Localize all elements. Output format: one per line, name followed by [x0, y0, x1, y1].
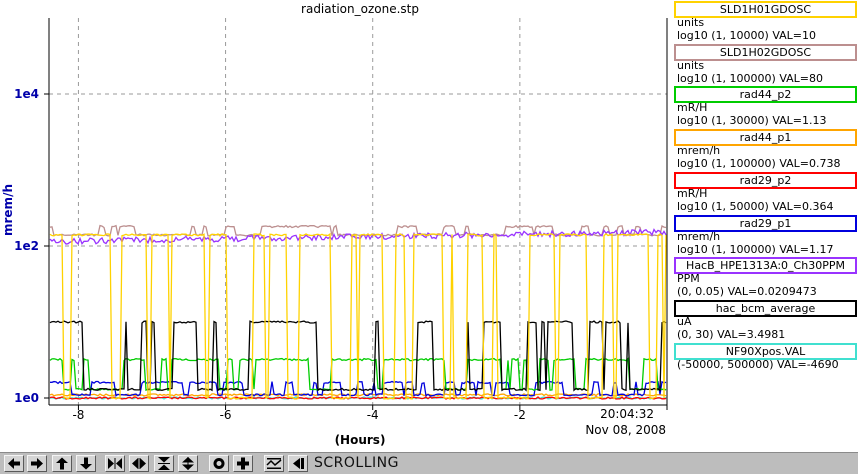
auto-scale-button[interactable]: [264, 455, 284, 472]
legend-signal-units: mrem/h: [677, 229, 721, 243]
current-date-label: Nov 08, 2008: [585, 423, 666, 437]
legend-signal-range: log10 (1, 30000) VAL=1.13: [677, 114, 827, 128]
zoom-in-y-button[interactable]: [154, 455, 174, 472]
legend-signal-units: PPM: [677, 272, 700, 286]
legend-signal-name[interactable]: rad44_p2: [674, 86, 857, 104]
y-axis-label: mrem/h: [1, 184, 15, 236]
legend-signal-name[interactable]: hac_bcm_average: [674, 299, 857, 317]
legend-signal-name[interactable]: HacB_HPE1313A:0_Ch30PPM: [674, 257, 857, 275]
record-icon: [213, 458, 225, 469]
legend-signal-units: units: [677, 58, 705, 72]
zoom-in-x-icon: [108, 458, 122, 469]
strip-chart[interactable]: 1e0 1e2 1e4 -8 -6 -4 -2 radiation_ozone.stp mr…: [0, 0, 670, 452]
legend-signal-range: log10 (1, 100000) VAL=80: [677, 71, 824, 85]
y-tick-label: 1e0: [14, 391, 39, 405]
y-tick-label: 1e4: [14, 87, 39, 101]
legend-signal-range: log10 (1, 10000) VAL=10: [677, 29, 817, 42]
x-tick-label: -4: [367, 408, 379, 422]
arrow-right-icon: [31, 458, 43, 469]
legend-entry[interactable]: rad44_p2 mR/H log10 (1, 30000) VAL=1.13: [670, 85, 858, 135]
legend-entry[interactable]: SLD1H02GDOSC units log10 (1, 100000) VAL=8…: [670, 43, 858, 93]
zoom-in-x-button[interactable]: [105, 455, 125, 472]
legend-entry[interactable]: hac_bcm_average uA (0, 30) VAL=3.4981: [670, 299, 858, 349]
arrow-left-icon: [8, 458, 20, 469]
legend-signal-range: (0, 30) VAL=3.4981: [677, 327, 786, 341]
zoom-out-x-icon: [132, 458, 146, 469]
legend-signal-range: log10 (1, 50000) VAL=0.364: [677, 199, 834, 213]
record-button[interactable]: [209, 455, 229, 472]
legend-signal-range: log10 (1, 100000) VAL=1.17: [677, 242, 834, 256]
legend-signal-name[interactable]: SLD1H02GDOSC: [674, 43, 857, 61]
scroll-right-button[interactable]: [27, 455, 47, 472]
toolbar: SCROLLING: [0, 452, 858, 474]
zoom-out-x-button[interactable]: [129, 455, 149, 472]
chart-title: radiation_ozone.stp: [301, 2, 419, 16]
scroll-up-button[interactable]: [52, 455, 72, 472]
legend-entry[interactable]: SLD1H01GDOSC units log10 (1, 10000) VAL=10: [670, 0, 858, 50]
x-tick-label: -2: [514, 408, 526, 422]
y-tick-label: 1e2: [14, 239, 39, 253]
legend-signal-units: units: [677, 16, 705, 29]
auto-scale-icon: [266, 458, 282, 469]
legend-signal-range: log10 (1, 100000) VAL=0.738: [677, 157, 841, 171]
x-tick-label: -8: [72, 408, 84, 422]
legend-signal-range: (-50000, 500000) VAL=-4690: [677, 357, 839, 371]
status-text: SCROLLING: [314, 455, 399, 471]
legend-entry[interactable]: rad29_p1 mrem/h log10 (1, 100000) VAL=1.17: [670, 214, 858, 264]
legend-signal-name[interactable]: rad29_p1: [674, 214, 857, 232]
legend-entry[interactable]: rad44_p1 mrem/h log10 (1, 100000) VAL=0.73…: [670, 128, 858, 178]
legend-signal-units: mR/H: [677, 101, 708, 115]
add-button[interactable]: [233, 455, 253, 472]
legend-signal-name[interactable]: rad44_p1: [674, 129, 857, 147]
legend-signal-name[interactable]: SLD1H01GDOSC: [674, 1, 857, 18]
legend-entry[interactable]: NF90Xpos.VAL (-50000, 500000) VAL=-4690: [670, 342, 858, 392]
arrow-down-icon: [80, 457, 92, 470]
legend-signal-units: uA: [677, 314, 692, 328]
legend-signal-name[interactable]: NF90Xpos.VAL: [674, 342, 857, 360]
series-line-0: [49, 232, 667, 401]
zoom-out-y-button[interactable]: [178, 455, 198, 472]
legend-signal-units: mrem/h: [677, 144, 721, 158]
current-time-label: 20:04:32: [600, 407, 654, 421]
scroll-left-button[interactable]: [4, 455, 24, 472]
legend-signal-range: (0, 0.05) VAL=0.0209473: [677, 285, 817, 299]
legend-entry[interactable]: HacB_HPE1313A:0_Ch30PPM PPM (0, 0.05) VAL=…: [670, 256, 858, 306]
zoom-out-y-icon: [182, 457, 194, 470]
legend-signal-name[interactable]: rad29_p2: [674, 171, 857, 189]
legend-signal-units: mR/H: [677, 186, 708, 200]
jump-to-end-icon: [293, 458, 304, 469]
scroll-down-button[interactable]: [76, 455, 96, 472]
x-axis-label: (Hours): [335, 433, 386, 447]
x-tick-label: -6: [220, 408, 232, 422]
arrow-up-icon: [56, 457, 68, 470]
add-icon: [237, 457, 249, 470]
legend-entry[interactable]: rad29_p2 mR/H log10 (1, 50000) VAL=0.364: [670, 171, 858, 221]
jump-to-end-button[interactable]: [288, 455, 308, 472]
series-line-6: [49, 228, 667, 245]
signal-legend: SLD1H01GDOSC units log10 (1, 10000) VAL=10…: [670, 0, 858, 386]
zoom-in-y-icon: [158, 457, 170, 470]
